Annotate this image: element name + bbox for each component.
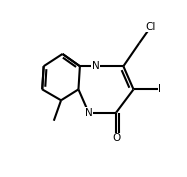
Text: N: N bbox=[92, 61, 100, 71]
Text: N: N bbox=[85, 108, 92, 118]
Text: O: O bbox=[112, 133, 120, 143]
Text: I: I bbox=[158, 84, 161, 94]
Text: Cl: Cl bbox=[146, 22, 156, 32]
